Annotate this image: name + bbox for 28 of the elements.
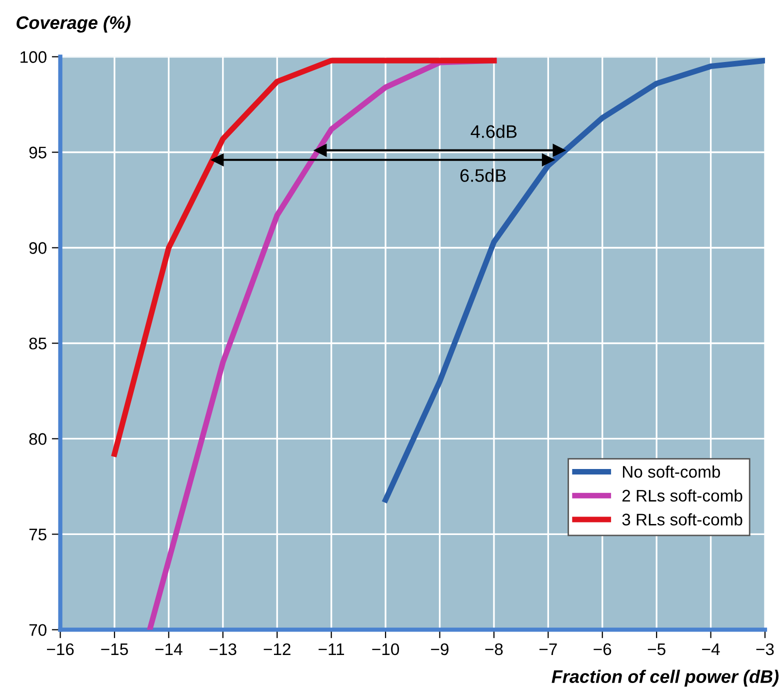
x-tick-label: −14 xyxy=(155,644,182,655)
x-tick-label: −8 xyxy=(485,643,503,656)
annotation: 6.5dB xyxy=(460,168,506,182)
x-tick-label: −12 xyxy=(264,643,290,655)
y-tick-label: 100 xyxy=(20,51,46,63)
legend-label: No soft-comb xyxy=(622,466,720,478)
x-tick-label: −3 xyxy=(756,643,774,656)
y-tick-label: 80 xyxy=(29,433,46,445)
x-axis-title: Fraction of cell power (dB) xyxy=(552,670,779,687)
x-tick-label: −6 xyxy=(594,643,612,656)
x-tick-label: −15 xyxy=(101,644,128,656)
x-tick-label: −16 xyxy=(46,643,74,656)
x-tick-label: −10 xyxy=(372,643,400,656)
x-tick-label: −4 xyxy=(702,644,720,655)
y-tick-label: 90 xyxy=(29,242,46,254)
legend-label: 2 RLs soft-comb xyxy=(622,489,742,502)
x-tick-label: −11 xyxy=(318,644,344,655)
y-tick-label: 95 xyxy=(29,146,46,158)
y-tick-label: 70 xyxy=(29,624,46,636)
x-tick-label: −9 xyxy=(431,643,448,656)
legend-label: 3 RLs soft-comb xyxy=(622,513,742,526)
x-tick-label: −5 xyxy=(648,644,666,656)
annotation: 4.6dB xyxy=(470,124,517,138)
x-tick-label: −13 xyxy=(210,643,236,656)
y-tick-label: 85 xyxy=(29,338,46,350)
x-tick-label: −7 xyxy=(539,644,557,655)
y-axis-title: Coverage (%) xyxy=(16,16,131,33)
y-tick-label: 75 xyxy=(29,528,46,540)
